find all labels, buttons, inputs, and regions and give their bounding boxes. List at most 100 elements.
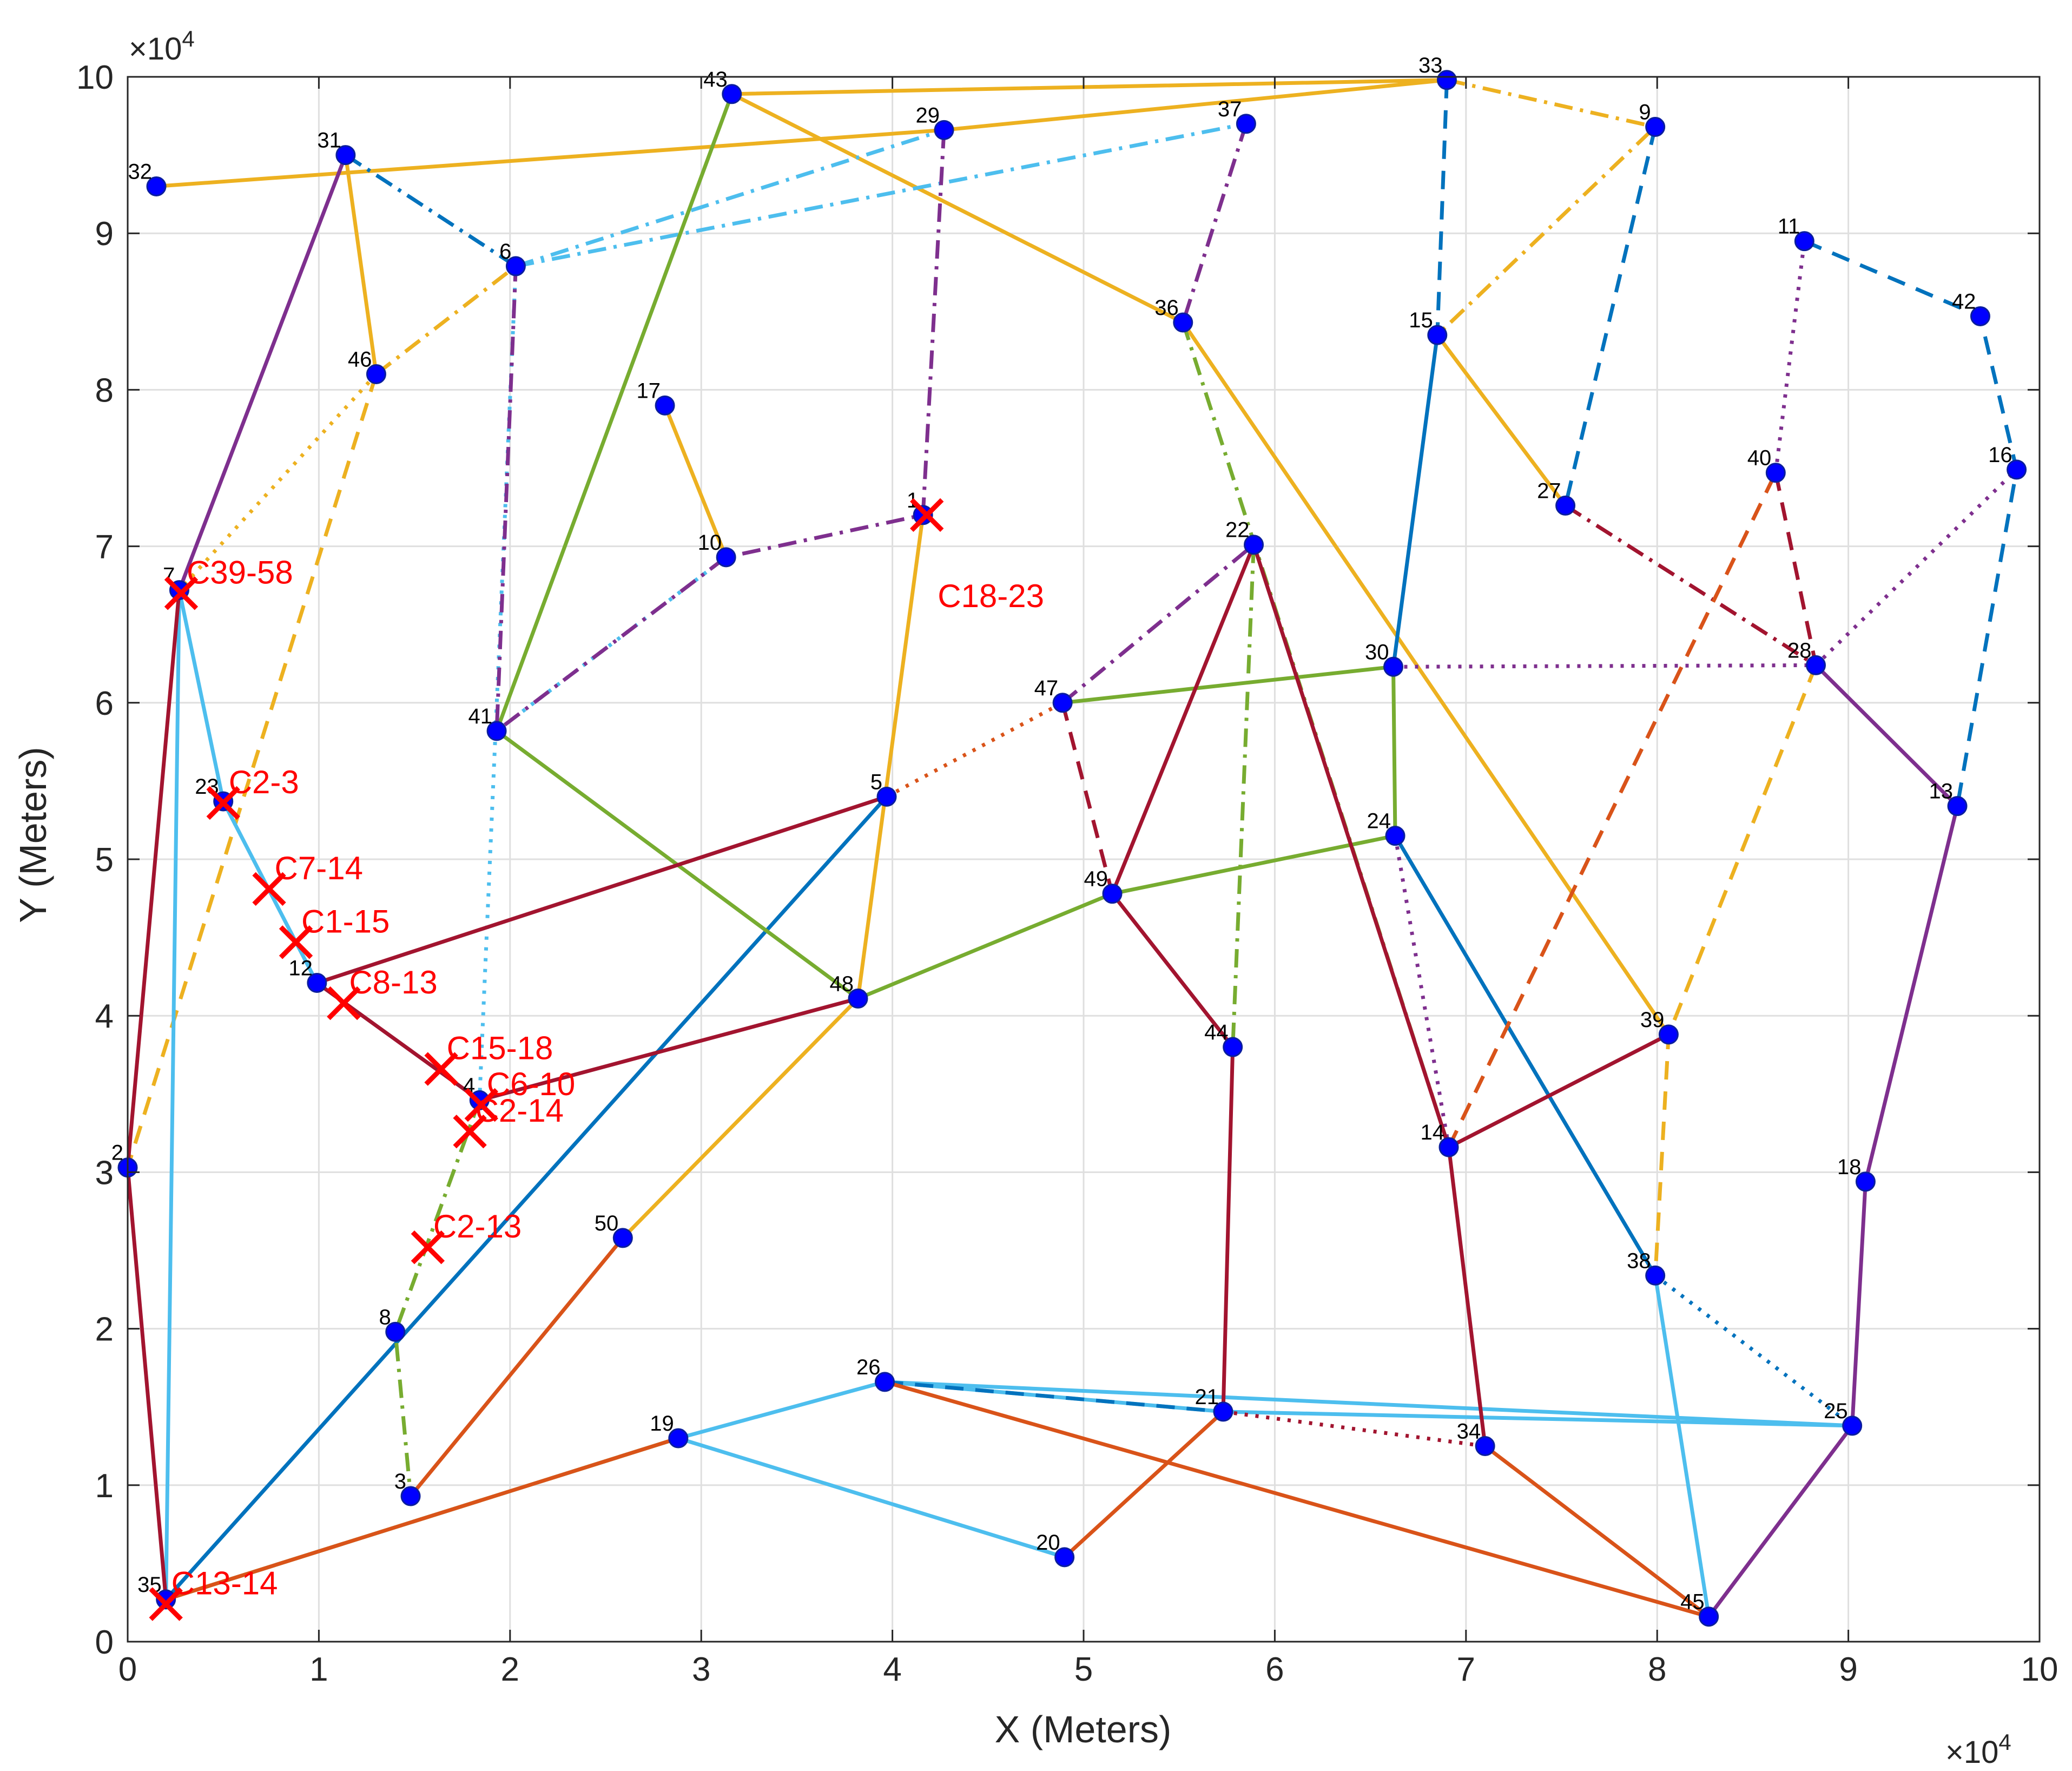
node-marker-39 [1658,1024,1679,1045]
route-line-route-18 [1653,1275,1711,1617]
y-tick-label: 10 [76,59,114,96]
node-marker-12 [307,972,327,993]
route-line-route-20 [1435,80,1449,335]
node-label-16: 16 [1988,443,2012,467]
axes [127,76,2041,1643]
route-line-route-23 [1803,239,2019,807]
node-marker-37 [1236,114,1256,134]
collision-label: C6-10 [487,1066,575,1102]
node-label-31: 31 [317,129,341,153]
node-marker-17 [655,395,675,416]
node-marker-38 [1645,1265,1666,1286]
route-line-route-56 [1063,1410,1225,1559]
node-marker-27 [1555,495,1576,516]
route-line-route-41 [126,1167,168,1600]
node-marker-34 [1475,1436,1495,1456]
y-tick-label: 4 [95,998,114,1035]
node-label-21: 21 [1195,1385,1219,1409]
y-tick-label: 0 [95,1624,114,1661]
node-marker-30 [1383,656,1404,677]
route-line-route-42 [126,590,181,1168]
collision-marker-C2-3: C2-3 [206,764,299,820]
route-line-route-7 [375,265,517,376]
route-line-route-22 [885,1380,1224,1414]
node-label-15: 15 [1409,308,1433,332]
route-line-route-21 [1563,126,1658,506]
route-line-route-34 [1061,543,1255,705]
x-tick-label: 7 [1457,1651,1475,1688]
node-label-19: 19 [650,1412,674,1436]
route-line-route-51 [1564,504,1817,667]
y-tick-label: 6 [95,685,114,722]
node-label-24: 24 [1367,809,1391,833]
node-label-8: 8 [379,1305,391,1329]
node-marker-14 [1438,1137,1459,1157]
node-marker-8 [385,1321,406,1342]
route-line-route-31 [393,1100,481,1497]
collision-cross-b [206,786,240,820]
x-tick-label: 4 [883,1651,901,1688]
collision-marker-C6-10: C6-10 [464,1066,575,1122]
node-marker-5 [876,786,897,807]
node-label-33: 33 [1418,54,1443,77]
node-label-6: 6 [499,240,511,264]
node-label-30: 30 [1365,640,1389,664]
node-marker-6 [505,256,526,276]
route-edges [126,78,2019,1619]
route-line-route-45 [1110,544,1256,894]
collision-cross-b [910,498,944,532]
node-label-18: 18 [1837,1155,1862,1179]
route-line-route-1 [156,78,1671,1036]
route-line-route-12 [515,128,945,268]
collision-label: C13-14 [171,1565,278,1602]
collision-marker-C8-13: C8-13 [327,964,438,1021]
collision-marker-C2-13: C2-13 [411,1208,522,1265]
route-line-route-13 [477,266,518,1101]
node-label-11: 11 [1778,215,1800,239]
collision-cross-b [327,986,361,1021]
node-marker-43 [722,84,742,104]
node-label-25: 25 [1824,1399,1848,1423]
node-marker-28 [1806,655,1826,675]
y-tick-label: 3 [95,1154,114,1191]
collision-marker-C39-58: C39-58 [164,554,293,610]
collision-label: C1-15 [301,903,390,939]
y-tick-label: 7 [95,529,114,566]
node-label-5: 5 [870,770,882,794]
node-label-49: 49 [1084,867,1108,891]
route-line-route-26 [1391,334,1440,667]
collision-marker-C13-14: C13-14 [149,1565,278,1621]
y-tick-label: 8 [95,372,114,409]
nodes [117,70,2027,1627]
node-marker-25 [1842,1416,1863,1436]
node-label-13: 13 [1929,780,1954,804]
route-line-route-27 [1393,834,1657,1277]
node-marker-35 [156,1589,176,1610]
route-line-route-9 [126,373,378,1168]
node-label-41: 41 [468,705,493,728]
node-marker-41 [486,721,507,741]
y-axis-label: Y (Meters) [12,747,54,923]
collision-cross-b [279,925,313,959]
node-label-28: 28 [1787,638,1812,662]
collision-marker-C1-15: C1-15 [279,903,390,959]
route-line-route-5 [1436,334,1567,507]
node-marker-20 [1054,1547,1075,1568]
x-tick-label: 6 [1265,1651,1284,1688]
node-label-38: 38 [1627,1249,1651,1273]
node-label-34: 34 [1457,1420,1481,1444]
collision-label: C15-18 [447,1030,553,1066]
node-marker-29 [934,120,954,140]
node-marker-33 [1436,70,1457,90]
node-marker-40 [1765,463,1786,483]
x-tick-label: 5 [1074,1651,1093,1688]
node-label-40: 40 [1747,446,1772,470]
node-marker-1 [913,505,933,525]
node-label-26: 26 [856,1355,881,1379]
node-label-3: 3 [394,1470,406,1493]
node-label-9: 9 [1639,101,1651,124]
collision-marker-C7-14: C7-14 [252,850,363,906]
collision-cross-b [252,872,286,906]
